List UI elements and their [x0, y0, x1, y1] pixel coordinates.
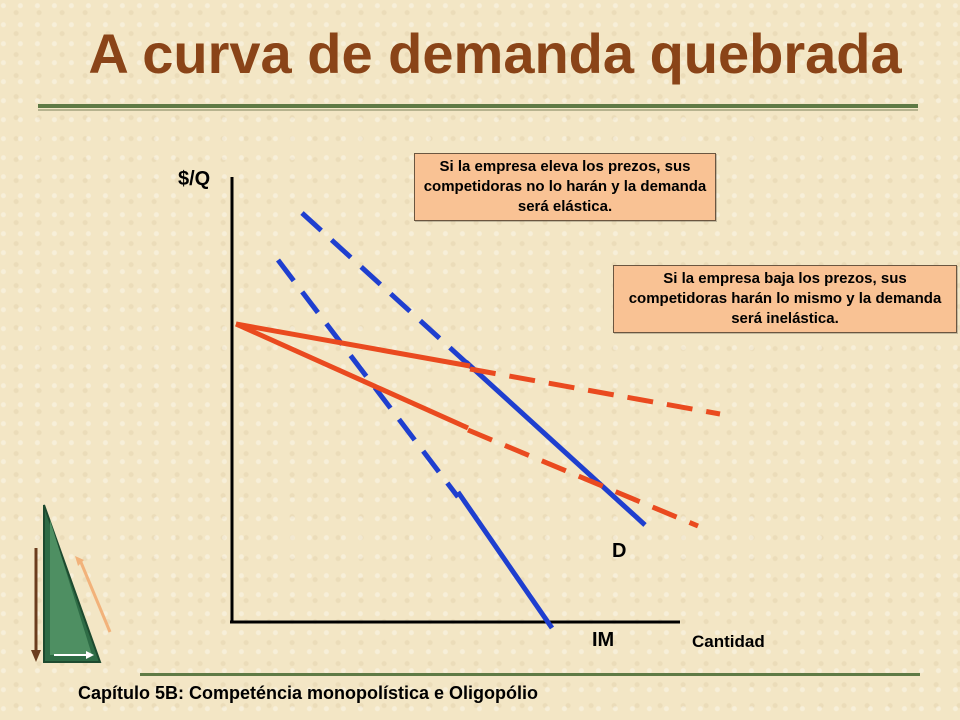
demand-dashed-upper	[300, 211, 472, 368]
callout-price-decrease: Si la empresa baja los prezos, sus compe…	[613, 265, 957, 333]
textbook-logo-icon	[31, 504, 112, 663]
marginal-revenue-lower-segment	[455, 490, 555, 630]
y-axis-label: $/Q	[178, 168, 211, 190]
demand-upper-segment	[235, 321, 471, 369]
title-divider-shadow	[38, 109, 918, 111]
callout-price-increase: Si la empresa eleva los prezos, sus comp…	[414, 153, 716, 221]
demand-curve-label: D	[612, 540, 627, 562]
slide-footer: Capítulo 5B: Competéncia monopolística e…	[78, 683, 539, 703]
marginal-revenue-upper-segment	[234, 321, 470, 431]
slide-title: A curva de demanda quebrada	[88, 22, 902, 85]
marginal-revenue-label: IM	[592, 629, 615, 651]
marginal-revenue-red-dashed-extension	[467, 427, 699, 529]
demand-red-dashed-extension	[469, 366, 721, 417]
marginal-revenue-dashed	[276, 258, 460, 499]
footer-divider	[140, 673, 920, 676]
title-divider	[38, 104, 918, 108]
x-axis-label: Cantidad	[692, 632, 765, 651]
demand-lower-segment	[464, 360, 647, 527]
